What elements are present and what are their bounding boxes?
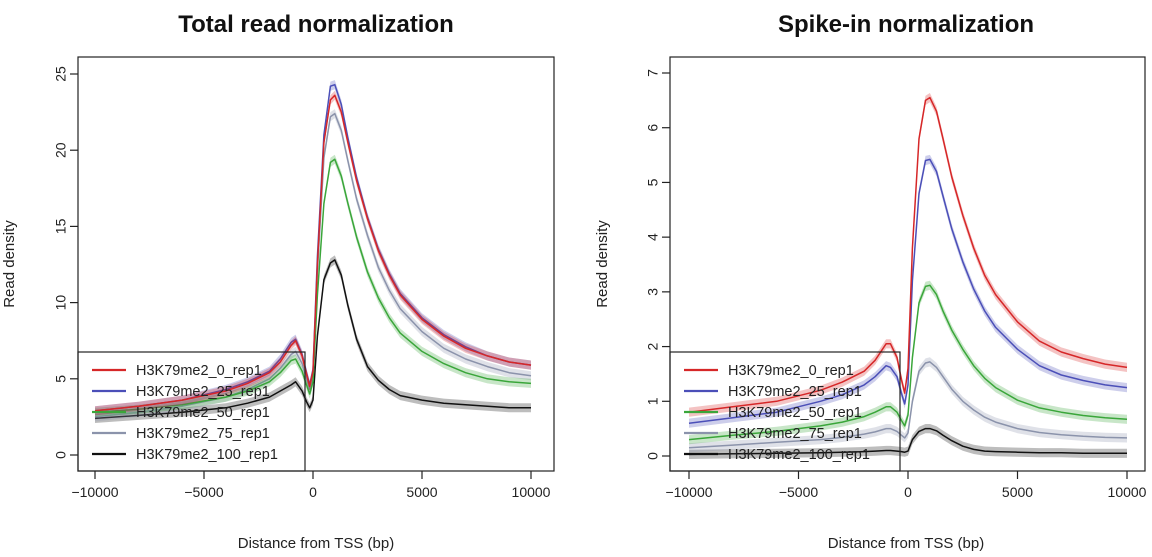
legend-box	[669, 351, 901, 472]
series-line	[94, 112, 532, 418]
series-band	[689, 280, 1127, 445]
x-tick-label: 5000	[406, 484, 437, 500]
y-tick-label: 2	[645, 342, 661, 350]
x-tick-label: −10000	[71, 484, 118, 500]
chart-title: Total read normalization	[178, 11, 454, 38]
chart-total-read: Total read normalization Distance from T…	[1, 11, 555, 552]
series-line	[94, 158, 532, 414]
series-line	[688, 284, 1128, 441]
legend-label: H3K79me2_50_rep1	[136, 405, 270, 421]
legend-label: H3K79me2_25_rep1	[136, 384, 270, 400]
x-tick-label: 0	[309, 484, 317, 500]
series-band	[689, 424, 1127, 459]
y-axis-label: Read density	[1, 220, 18, 308]
x-axis-label: Distance from TSS (bp)	[238, 535, 394, 552]
y-tick-label: 6	[645, 124, 661, 132]
y-tick-label: 5	[53, 375, 69, 383]
y-axis-label: Read density	[594, 220, 611, 308]
series-line	[94, 83, 532, 412]
x-tick-label: 0	[904, 484, 912, 500]
plot-area: −10000 −5000 0 5000 10000 0 5 10 15 20 25 H3K79me2_…	[53, 56, 555, 500]
x-tick-label: −5000	[779, 484, 819, 500]
legend-label: H3K79me2_75_rep1	[136, 426, 270, 442]
series-group	[688, 93, 1128, 459]
legend-label: H3K79me2_0_rep1	[728, 363, 854, 379]
y-tick-label: 1	[645, 397, 661, 405]
series-group	[94, 80, 532, 423]
y-tick-label: 7	[645, 69, 661, 77]
plot-frame	[77, 56, 555, 472]
x-tick-label: 5000	[1002, 484, 1033, 500]
x-tick-label: −10000	[665, 484, 712, 500]
y-tick-label: 20	[53, 142, 69, 158]
legend-label: H3K79me2_100_rep1	[728, 447, 870, 463]
legend-label: H3K79me2_75_rep1	[728, 426, 862, 442]
series-line	[94, 94, 532, 412]
y-tick-label: 10	[53, 295, 69, 311]
chart-spike-in: Spike-in normalization Distance from TSS…	[594, 11, 1147, 552]
y-tick-label: 0	[53, 451, 69, 459]
legend-label: H3K79me2_25_rep1	[728, 384, 862, 400]
plot-area: −10000 −5000 0 5000 10000 0 1 2 3 4 5 6 7 H3K79me2_0_…	[645, 56, 1147, 500]
series-line	[688, 158, 1128, 424]
x-axis-label: Distance from TSS (bp)	[828, 535, 984, 552]
legend-label: H3K79me2_100_rep1	[136, 447, 278, 463]
legend-label: H3K79me2_0_rep1	[136, 363, 262, 379]
y-tick-label: 25	[53, 66, 69, 82]
legend-box	[77, 351, 306, 472]
y-tick-label: 5	[645, 178, 661, 186]
series-line	[688, 96, 1128, 413]
y-tick-label: 0	[645, 452, 661, 460]
chart-title: Spike-in normalization	[778, 11, 1034, 38]
series-line	[688, 427, 1127, 456]
y-tick-label: 15	[53, 218, 69, 234]
y-tick-label: 3	[645, 288, 661, 296]
series-line	[688, 361, 1128, 449]
series-line	[94, 259, 531, 420]
legend-label: H3K79me2_50_rep1	[728, 405, 862, 421]
x-tick-label: 10000	[1108, 484, 1147, 500]
y-tick-label: 4	[645, 233, 661, 241]
x-tick-label: 10000	[512, 484, 551, 500]
x-tick-label: −5000	[184, 484, 224, 500]
